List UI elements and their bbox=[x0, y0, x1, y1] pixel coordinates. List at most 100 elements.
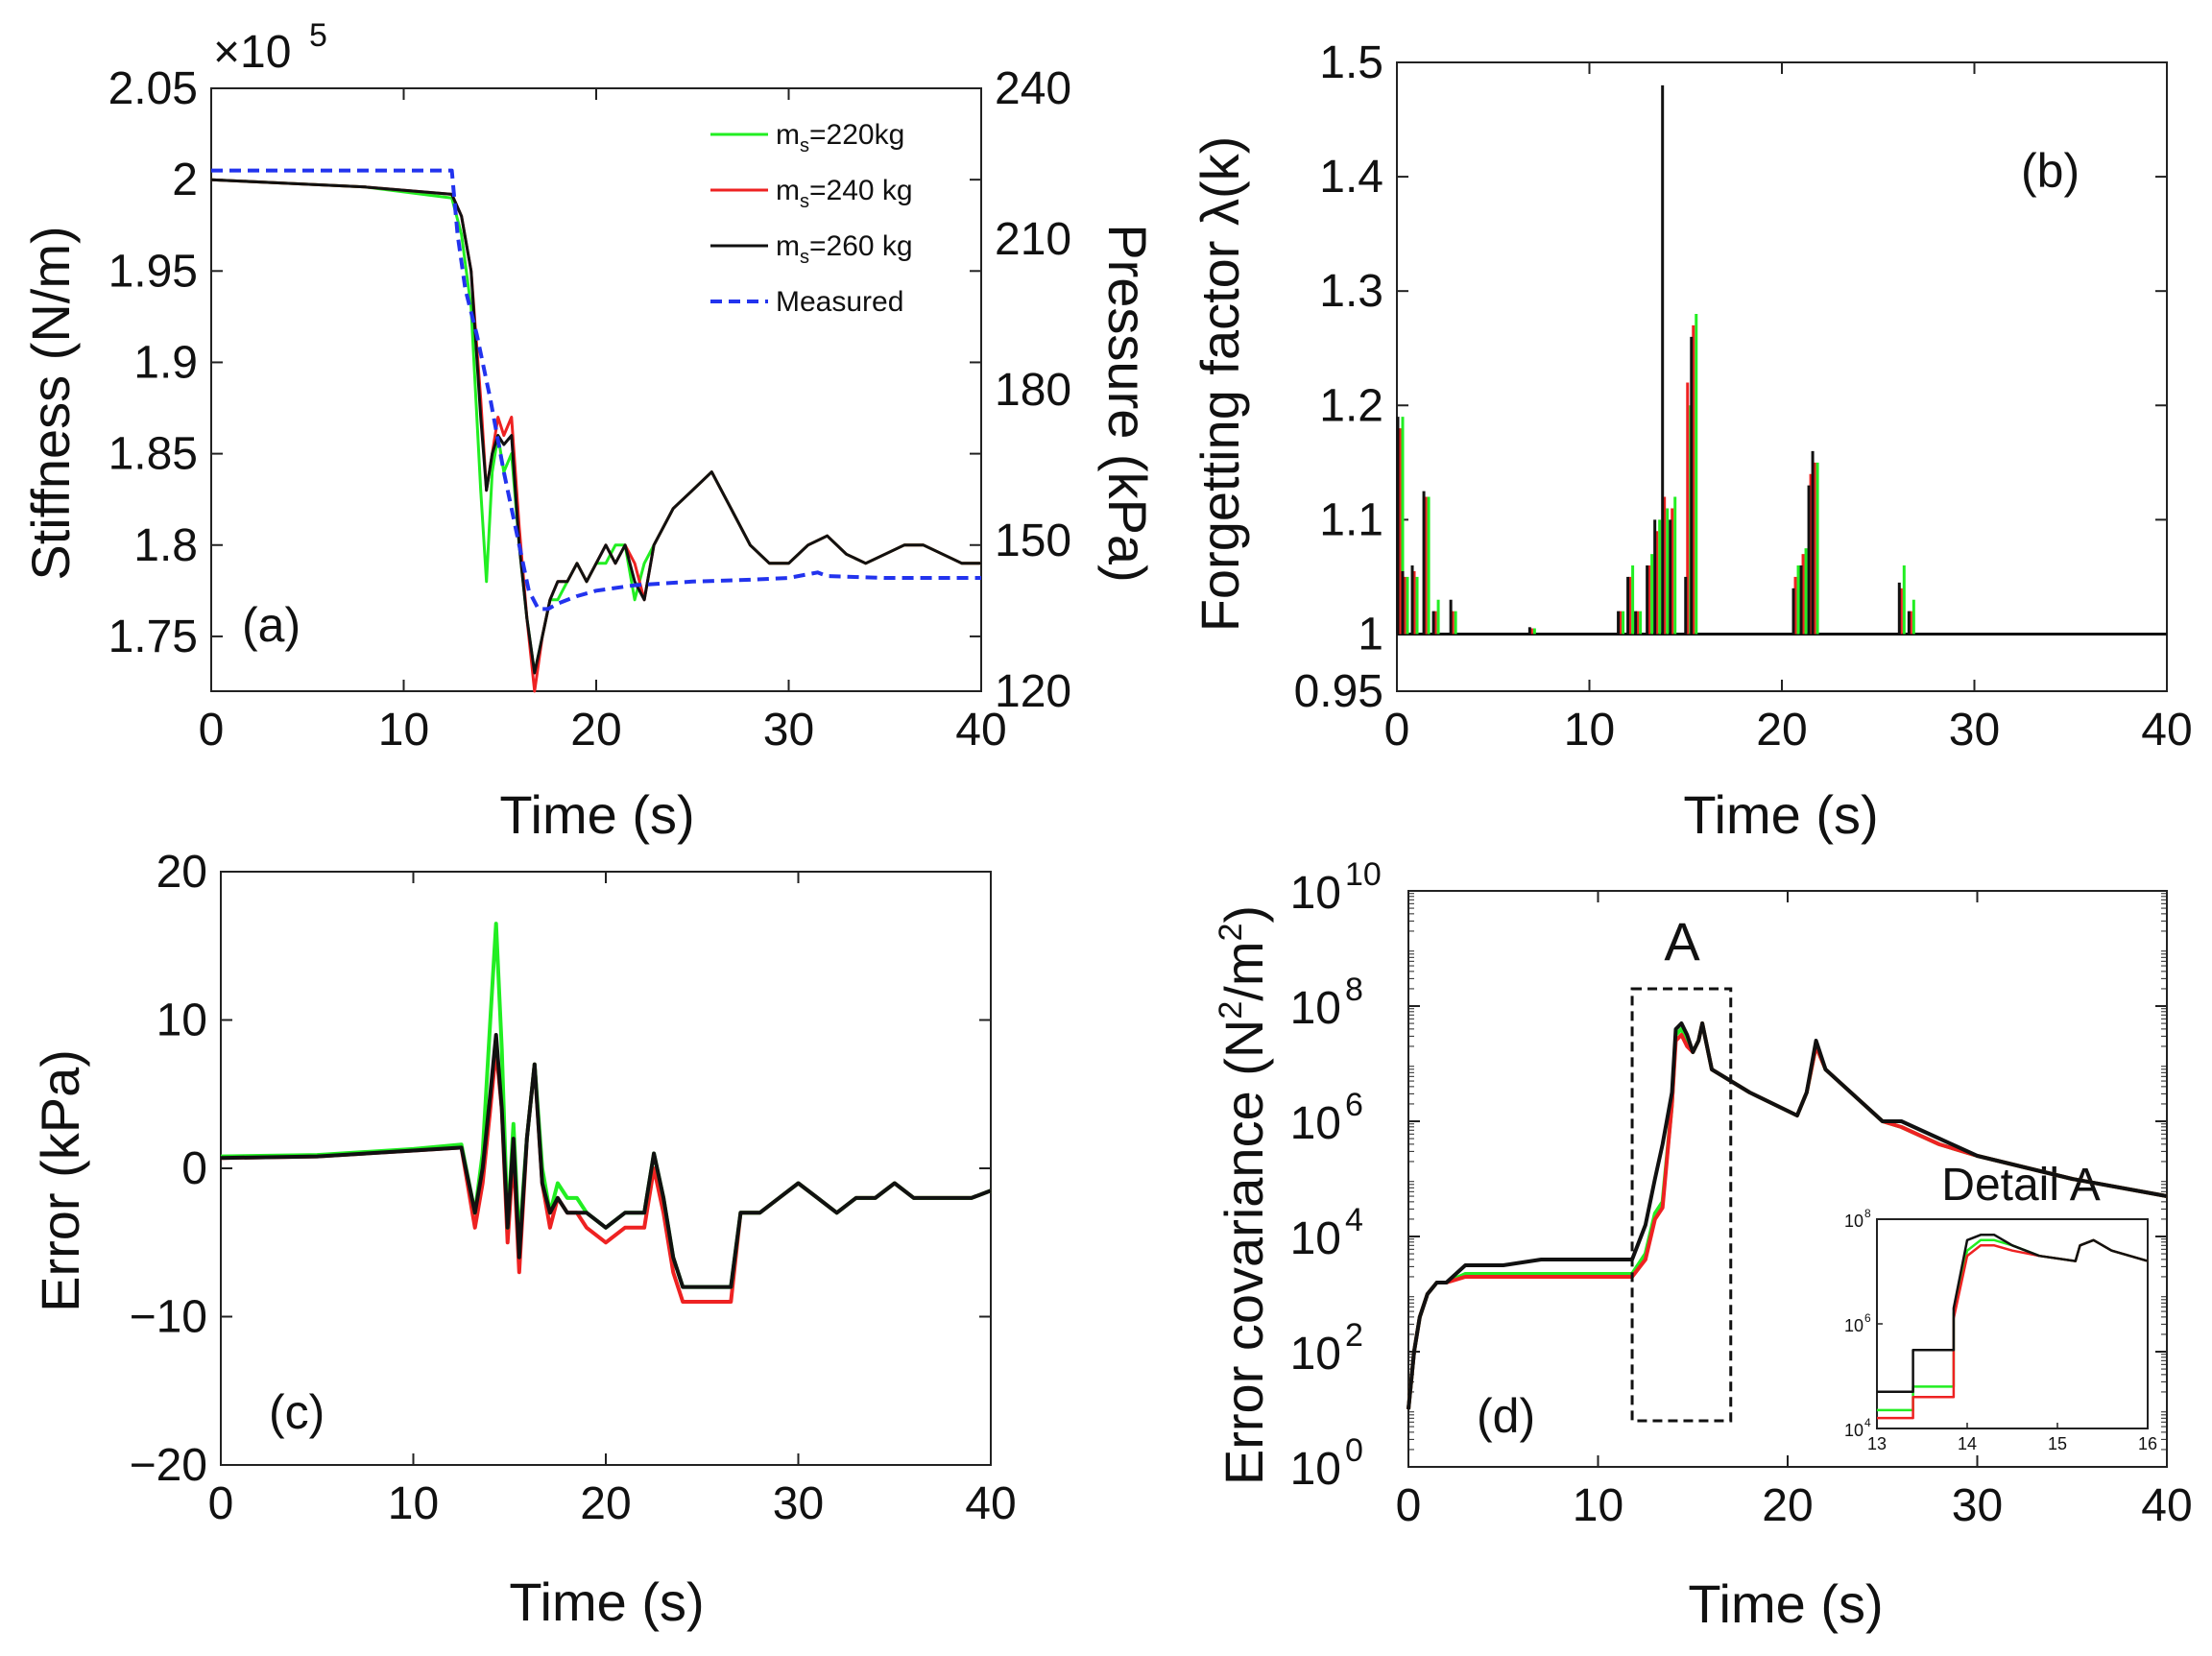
panel-c-xtick-label: 0 bbox=[208, 1478, 234, 1529]
panel-b-ylabel: Forgetting factor λ(k) bbox=[1190, 136, 1250, 633]
panel-d-line-ms260kg bbox=[1407, 1021, 2168, 1410]
panel-a-exponent: ×10 bbox=[213, 27, 291, 78]
panel-d-xtick-label: 0 bbox=[1396, 1480, 1422, 1531]
panel-c-ylabel: Error (kPa) bbox=[30, 1049, 90, 1312]
panel-c-xtick-label: 10 bbox=[388, 1478, 439, 1529]
inset-xtick-label: 16 bbox=[2138, 1434, 2157, 1453]
panel-a-ytick-label: 1.95 bbox=[108, 246, 198, 297]
panel-a-ytick-right-label: 180 bbox=[995, 365, 1071, 416]
panel-a-xtick-label: 10 bbox=[378, 705, 429, 756]
legend-sub: s bbox=[800, 247, 809, 268]
inset-ytick-exp: 6 bbox=[1864, 1311, 1871, 1325]
legend-entry-label: Measured bbox=[776, 286, 903, 318]
panel-a-ytick-label: 2 bbox=[172, 155, 198, 205]
panel-c-xlabel: Time (s) bbox=[509, 1572, 704, 1632]
panel-b-xlabel: Time (s) bbox=[1683, 784, 1878, 845]
panel-a-ytick-label: 1.8 bbox=[133, 520, 198, 571]
inset-xtick-label: 14 bbox=[1958, 1434, 1977, 1453]
panel-d-ylabel: Error covariance (N2/m2) bbox=[1213, 905, 1274, 1485]
inset-xtick-label: 15 bbox=[2048, 1434, 2067, 1453]
panel-b-ytick-label: 1.3 bbox=[1319, 266, 1383, 317]
legend-suffix: =220kg bbox=[809, 119, 904, 151]
panel-d-xtick-label: 10 bbox=[1573, 1480, 1623, 1531]
panel-b-xtick-label: 20 bbox=[1756, 705, 1807, 756]
panel-a-ytick-label: 1.75 bbox=[108, 612, 198, 662]
panel-a-xtick-label: 30 bbox=[763, 705, 814, 756]
panel-c-ytick-label: −10 bbox=[130, 1292, 207, 1343]
panel-a: ×10 5 Stiffness (N/m) Pressure (kPa) Tim… bbox=[20, 17, 1158, 845]
panel-d-ytick-exp: 6 bbox=[1345, 1087, 1363, 1123]
panel-b-ytick-label: 1.1 bbox=[1319, 494, 1383, 545]
panel-a-ytick-right-label: 150 bbox=[995, 516, 1071, 566]
panel-c: Error (kPa) Time (s) (c) bbox=[30, 1049, 705, 1632]
panel-d-ytick-exp: 8 bbox=[1345, 972, 1363, 1008]
panel-d-box-label: A bbox=[1664, 911, 1700, 972]
panel-d-ylabel-sup1: 2 bbox=[1213, 1001, 1249, 1020]
panel-d-ytick-label: 10 bbox=[1290, 983, 1341, 1034]
chart-marks-layer: 0 10 20 30 401.751.81.851.91.9522.0512015018… bbox=[108, 37, 2193, 1531]
panel-b-axes: 0 10 20 30 40 0.95 1 1.1 1.2 1.3 1.4 1.5 bbox=[1294, 37, 2193, 756]
panel-d-ylabel-main: Error covariance (N bbox=[1214, 1020, 1274, 1485]
panel-d-ylabel-sup2: 2 bbox=[1213, 924, 1249, 942]
panel-b-xtick-label: 40 bbox=[2141, 705, 2192, 756]
panel-d-ytick-exp: 10 bbox=[1345, 856, 1382, 893]
legend-entry-label: ms=260 kg bbox=[776, 230, 913, 268]
panel-d-ytick-exp: 4 bbox=[1345, 1202, 1363, 1238]
legend-sub: s bbox=[800, 135, 809, 156]
panel-a-label: (a) bbox=[242, 598, 301, 652]
panel-d-ytick-label: 10 bbox=[1290, 1444, 1341, 1495]
panel-a-ytick-label: 1.9 bbox=[133, 337, 198, 388]
panel-a-ytick-label: 1.85 bbox=[108, 429, 198, 480]
panel-b-ytick-label: 0.95 bbox=[1294, 666, 1383, 717]
panel-b: Forgetting factor λ(k) Time (s) (b) bbox=[1190, 136, 2080, 845]
panel-a-xtick-label: 20 bbox=[570, 705, 621, 756]
inset-ytick-exp: 4 bbox=[1864, 1416, 1871, 1429]
panel-a-ytick-right-label: 210 bbox=[995, 214, 1071, 265]
panel-c-label: (c) bbox=[269, 1385, 325, 1439]
panel-d-ytick-exp: 2 bbox=[1345, 1317, 1363, 1354]
panel-a-exponent-power: 5 bbox=[309, 17, 327, 54]
panel-a-ylabel-right: Pressure (kPa) bbox=[1097, 224, 1158, 582]
panel-c-xtick-label: 30 bbox=[773, 1478, 824, 1529]
panel-d-ylabel-mid: /m bbox=[1214, 941, 1274, 1000]
panel-c-ytick-label: −20 bbox=[130, 1440, 207, 1491]
inset-line-ms260kg bbox=[1877, 1234, 2149, 1394]
panel-b-ytick-label: 1 bbox=[1358, 609, 1383, 660]
inset-ytick-label: 10 bbox=[1844, 1212, 1863, 1231]
panel-c-line-ms220kg bbox=[220, 922, 992, 1289]
panel-c-ytick-label: 20 bbox=[156, 847, 207, 898]
panel-b-ytick-label: 1.5 bbox=[1319, 37, 1383, 88]
panel-c-frame bbox=[220, 871, 992, 1466]
panel-c-xtick-label: 40 bbox=[965, 1478, 1016, 1529]
panel-c-axes: 0 10 20 30 40 −20 −10 0 10 20 bbox=[130, 847, 1017, 1529]
panel-d-xtick-label: 20 bbox=[1762, 1480, 1813, 1531]
panel-d-ylabel-end: ) bbox=[1214, 905, 1274, 924]
panel-d-detail-box bbox=[1630, 987, 1733, 1423]
panel-d-ytick-exp: 0 bbox=[1345, 1432, 1363, 1469]
panel-d-xlabel: Time (s) bbox=[1688, 1573, 1883, 1634]
panel-d-ytick-label: 10 bbox=[1290, 1213, 1341, 1264]
legend-entry-label: ms=240 kg bbox=[776, 175, 913, 212]
panel-d-ytick-label: 10 bbox=[1290, 1329, 1341, 1380]
panel-a-xtick-label: 0 bbox=[199, 705, 225, 756]
panel-a-ytick-label: 2.05 bbox=[108, 63, 198, 114]
inset-xtick-label: 13 bbox=[1867, 1434, 1887, 1453]
panel-a-ytick-right-label: 120 bbox=[995, 666, 1071, 717]
panel-a-axes: 0 10 20 30 40 1.75 1.8 1.85 1.9 1.95 2 2.05 120 150 18… bbox=[108, 63, 1072, 756]
panel-a-xlabel: Time (s) bbox=[499, 784, 694, 845]
panel-c-line-ms240kg bbox=[220, 1047, 992, 1304]
panel-a-ytick-right-label: 240 bbox=[995, 63, 1071, 114]
legend-prefix: m bbox=[776, 230, 800, 262]
panel-c-ytick-label: 10 bbox=[156, 996, 207, 1046]
panel-d-xtick-label: 30 bbox=[1952, 1480, 2003, 1531]
panel-b-ytick-label: 1.4 bbox=[1319, 152, 1383, 203]
panel-b-label: (b) bbox=[2021, 144, 2080, 198]
panel-c-line-ms260kg bbox=[220, 1033, 992, 1289]
panel-c-xtick-label: 20 bbox=[580, 1478, 631, 1529]
panel-c-ytick-label: 0 bbox=[181, 1143, 207, 1194]
panel-d-ytick-label: 10 bbox=[1290, 868, 1341, 919]
inset-ytick-exp: 8 bbox=[1864, 1207, 1871, 1220]
panel-d-ytick-label: 10 bbox=[1290, 1098, 1341, 1149]
